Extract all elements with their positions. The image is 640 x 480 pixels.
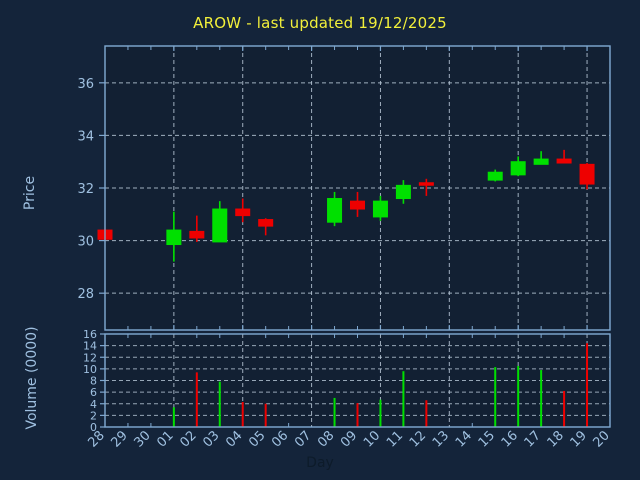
candle-17	[533, 151, 549, 165]
candle-body	[212, 208, 228, 243]
price-panel-border	[104, 45, 611, 331]
candle-body	[327, 198, 343, 223]
x-tick-label: 08	[315, 428, 337, 450]
x-tick-label: 04	[223, 428, 245, 450]
candle-05	[258, 218, 274, 236]
candle-01	[166, 211, 182, 262]
x-tick-label-group: 20	[591, 428, 613, 450]
x-tick-label: 18	[545, 428, 567, 450]
candle-body	[487, 171, 503, 181]
x-tick-label: 11	[384, 428, 406, 450]
volume-ytick-label: 16	[83, 328, 97, 341]
x-tick-label-group: 19	[568, 428, 590, 450]
candle-body	[510, 161, 526, 176]
x-tick-label-group: 30	[131, 428, 153, 450]
candle-body	[533, 158, 549, 165]
x-tick-label-group: 04	[223, 428, 245, 450]
candle-body	[258, 219, 274, 227]
x-tick-label: 07	[292, 428, 314, 450]
x-tick-label: 14	[453, 428, 475, 450]
x-tick-label: 06	[269, 428, 291, 450]
x-tick-label: 02	[177, 428, 199, 450]
candle-16	[510, 156, 526, 177]
candle-03	[212, 201, 228, 243]
volume-ytick-label: 12	[83, 351, 97, 364]
volume-ytick-label: 6	[90, 386, 97, 399]
x-tick-label-group: 05	[246, 428, 268, 450]
candle-body	[579, 163, 595, 185]
candle-body	[556, 158, 572, 164]
x-tick-label: 03	[200, 428, 222, 450]
candle-02	[189, 215, 205, 242]
x-tick-label-group: 02	[177, 428, 199, 450]
x-tick-label-group: 08	[315, 428, 337, 450]
volume-ytick-label: 14	[83, 340, 97, 353]
x-tick-label: 19	[568, 428, 590, 450]
candle-10	[372, 195, 388, 221]
candle-body	[395, 184, 411, 200]
candle-body	[166, 229, 182, 246]
x-tick-label: 12	[407, 428, 429, 450]
price-ytick-label: 32	[77, 182, 94, 197]
x-tick-label-group: 03	[200, 428, 222, 450]
x-tick-label-group: 13	[430, 428, 452, 450]
x-tick-label-group: 11	[384, 428, 406, 450]
x-axis-label: Day	[306, 455, 334, 471]
price-ytick-label: 28	[77, 287, 94, 302]
candle-12	[418, 178, 434, 196]
volume-ytick-label: 8	[90, 375, 97, 388]
volume-panel-border	[104, 333, 611, 428]
volume-ytick-label: 2	[90, 409, 97, 422]
candle-08	[327, 191, 343, 227]
candle-body	[350, 200, 365, 210]
price-ytick-label: 30	[77, 235, 94, 250]
x-tick-label-group: 12	[407, 428, 429, 450]
candle-18	[556, 149, 572, 164]
x-tick-label-group: 01	[154, 428, 176, 450]
candle-04	[235, 198, 251, 223]
candle-body	[372, 200, 388, 218]
volume-ytick-label: 10	[83, 363, 97, 376]
x-tick-label-group: 16	[499, 428, 521, 450]
x-tick-label: 17	[522, 428, 544, 450]
price-ytick-label: 36	[77, 77, 94, 92]
candle-15	[487, 169, 503, 182]
x-tick-label: 16	[499, 428, 521, 450]
x-tick-label: 05	[246, 428, 268, 450]
volume-ytick-label: 0	[90, 421, 97, 434]
x-tick-label: 15	[476, 428, 498, 450]
x-tick-label: 29	[108, 428, 130, 450]
candle-11	[395, 180, 411, 204]
x-tick-label-group: 10	[361, 428, 383, 450]
x-tick-label-group: 17	[522, 428, 544, 450]
x-tick-label-group: 15	[476, 428, 498, 450]
volume-ytick-label: 4	[90, 398, 97, 411]
candle-body	[418, 182, 434, 186]
x-tick-label-group: 14	[453, 428, 475, 450]
chart-title: AROW - last updated 19/12/2025	[193, 14, 447, 32]
x-tick-label: 10	[361, 428, 383, 450]
x-tick-label-group: 29	[108, 428, 130, 450]
candle-body	[235, 208, 251, 217]
x-tick-label-group: 06	[269, 428, 291, 450]
x-tick-label: 30	[131, 428, 153, 450]
x-tick-label: 13	[430, 428, 452, 450]
x-tick-label-group: 18	[545, 428, 567, 450]
candle-body	[189, 230, 205, 239]
x-tick-label: 09	[338, 428, 360, 450]
x-tick-label: 20	[591, 428, 613, 450]
x-tick-label-group: 09	[338, 428, 360, 450]
candle-09	[350, 191, 365, 217]
candle-19	[579, 163, 595, 190]
price-ytick-label: 34	[77, 129, 94, 144]
x-tick-label-group: 07	[292, 428, 314, 450]
x-tick-label: 01	[154, 428, 176, 450]
